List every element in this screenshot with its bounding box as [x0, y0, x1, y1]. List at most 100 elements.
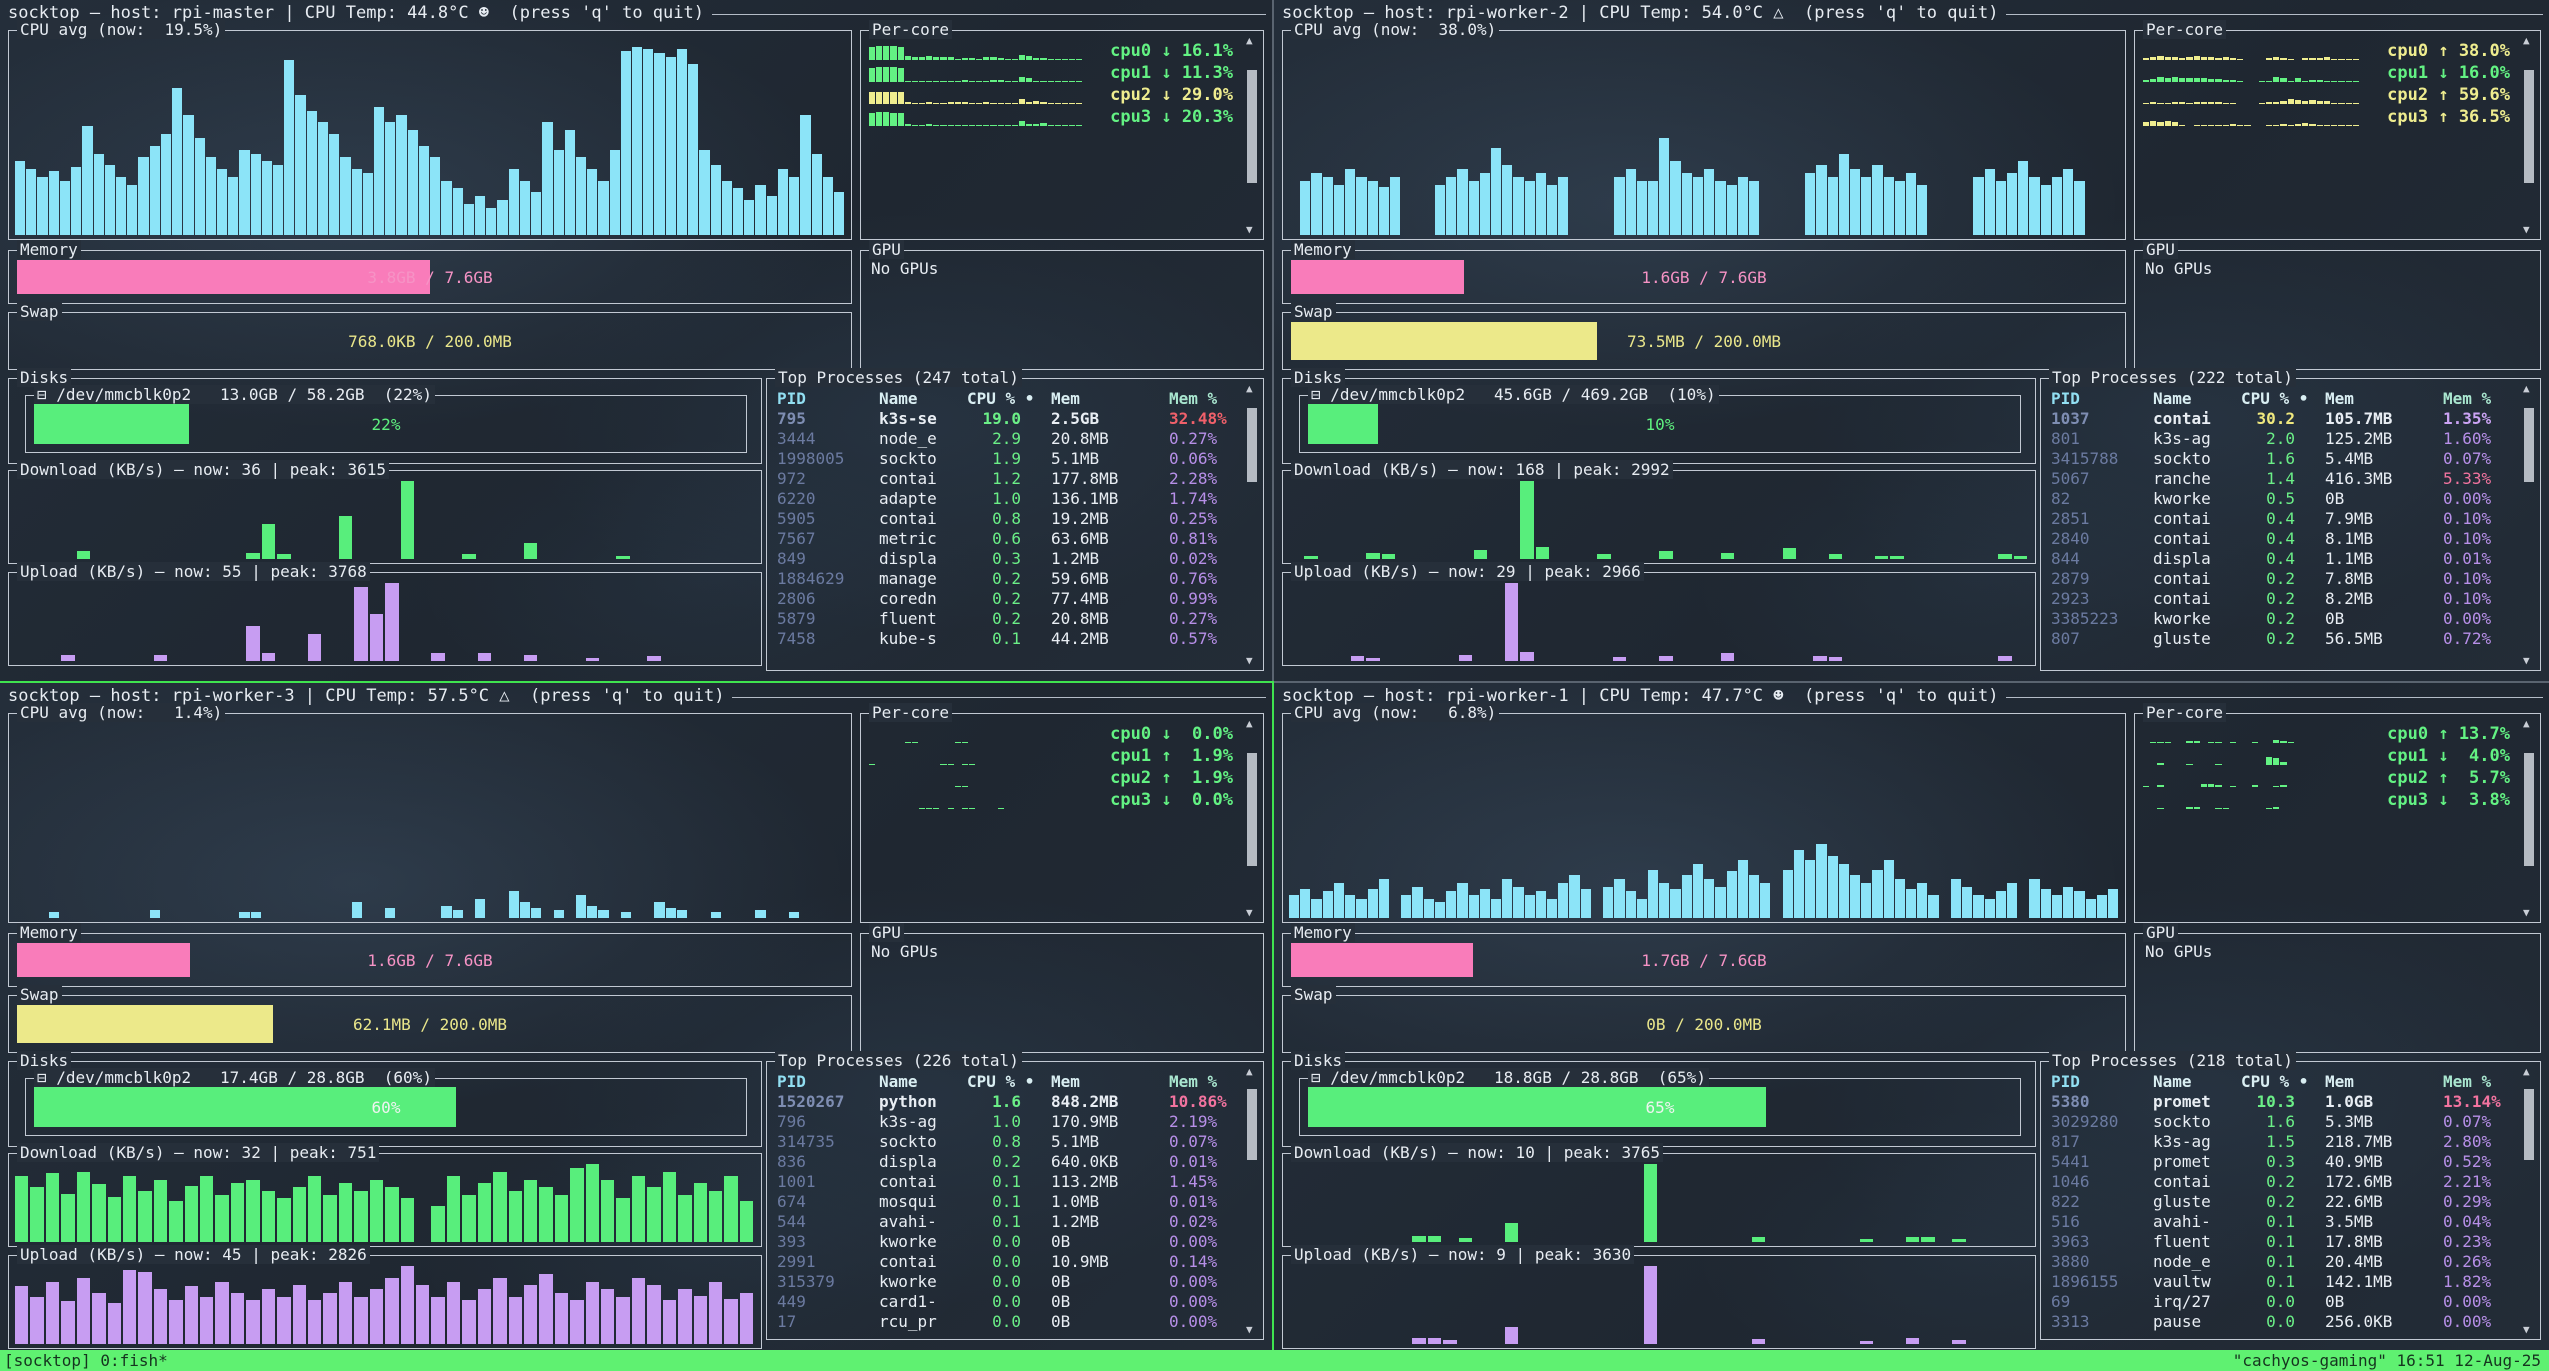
chart-bar — [295, 95, 306, 235]
chart-bar — [2007, 883, 2018, 918]
scroll-thumb[interactable] — [2524, 70, 2534, 184]
spark-bar — [940, 56, 947, 60]
cell-mem: 256.0KB — [2325, 1312, 2393, 1331]
core-label: cpu2 ↑ 1.9% — [1110, 768, 1233, 788]
chart-bar — [2063, 886, 2074, 918]
scroll-down-icon[interactable]: ▼ — [2523, 654, 2530, 667]
cell-mem: 0B — [1051, 1232, 1071, 1251]
scroll-up-icon[interactable]: ▲ — [1246, 34, 1253, 47]
process-scrollbar[interactable]: ▲ ▼ — [1244, 1065, 1260, 1336]
scroll-thumb[interactable] — [2524, 1089, 2534, 1160]
spark-bar — [2265, 80, 2273, 82]
chart-bar — [71, 167, 82, 235]
spark-bar — [1054, 80, 1061, 82]
spark-bar — [2323, 101, 2331, 104]
chart-bar — [1692, 176, 1704, 235]
spark-bar — [1076, 124, 1083, 126]
chart-bar — [1367, 888, 1378, 918]
spark-bar — [968, 80, 976, 82]
cell-memp: 0.52% — [2443, 1152, 2492, 1171]
chart-bar — [228, 176, 239, 235]
scroll-thumb[interactable] — [1247, 407, 1257, 482]
scroll-up-icon[interactable]: ▲ — [2523, 717, 2530, 730]
cell-memp: 0.00% — [1169, 1312, 1218, 1331]
process-row: 674 mosqui 0.1 1.0MB 0.01% — [777, 1192, 1235, 1212]
chart-bar — [169, 1201, 183, 1242]
cell-pid: 69 — [2051, 1292, 2071, 1311]
scroll-up-icon[interactable]: ▲ — [1246, 1065, 1253, 1078]
process-scrollbar[interactable]: ▲ ▼ — [2521, 1065, 2537, 1336]
scroll-down-icon[interactable]: ▼ — [2523, 1323, 2530, 1336]
cell-name: k3s-ag — [2153, 429, 2211, 448]
cell-name: sockto — [2153, 449, 2211, 468]
scroll-up-icon[interactable]: ▲ — [1246, 717, 1253, 730]
per-core-scrollbar[interactable]: ▲ ▼ — [2521, 34, 2537, 236]
cell-name: kube-s — [879, 629, 937, 648]
chart-bar — [308, 633, 322, 661]
chart-bar — [1793, 850, 1805, 918]
spark-bar — [2323, 57, 2331, 60]
chart-bar — [1681, 875, 1692, 918]
chart-bar — [323, 1292, 337, 1344]
memory-title: Memory — [17, 240, 81, 259]
spark-bar — [1040, 101, 1047, 104]
chart-bar — [1692, 863, 1704, 918]
chart-bar — [1643, 1266, 1658, 1344]
process-scrollbar[interactable]: ▲ ▼ — [1244, 382, 1260, 667]
cell-memp: 0.27% — [1169, 609, 1218, 628]
scroll-down-icon[interactable]: ▼ — [1246, 1323, 1253, 1336]
spark-bar — [933, 807, 940, 809]
spark-bar — [2222, 807, 2229, 809]
scroll-up-icon[interactable]: ▲ — [2523, 34, 2530, 47]
scroll-down-icon[interactable]: ▼ — [1246, 906, 1253, 919]
per-core-scrollbar[interactable]: ▲ ▼ — [1244, 34, 1260, 236]
per-core-box: Per-core cpu0 ↓ 16.1% cpu1 ↓ 11.3% cpu2 ↓ … — [860, 20, 1264, 240]
scroll-down-icon[interactable]: ▼ — [1246, 223, 1253, 236]
swap-gauge: 0B / 200.0MB — [1291, 1005, 2117, 1043]
spark-bar — [1018, 120, 1026, 126]
scroll-up-icon[interactable]: ▲ — [1246, 382, 1253, 395]
scroll-down-icon[interactable]: ▼ — [2523, 223, 2530, 236]
scroll-thumb[interactable] — [1247, 753, 1257, 867]
chart-bar — [184, 1185, 199, 1242]
download-title: Download (KB/s) — now: 10 | peak: 3765 — [1291, 1143, 1664, 1162]
process-scrollbar[interactable]: ▲ ▼ — [2521, 382, 2537, 667]
scroll-up-icon[interactable]: ▲ — [2523, 382, 2530, 395]
scroll-down-icon[interactable]: ▼ — [1246, 654, 1253, 667]
disks-title: Disks — [17, 368, 72, 387]
chart-bar — [1547, 898, 1558, 918]
core-sparkline — [2143, 748, 2360, 765]
col-cpu[interactable]: CPU % • — [2241, 1072, 2309, 1091]
chart-bar — [508, 169, 519, 235]
download-box: Download (KB/s) — now: 10 | peak: 3765 — [1282, 1143, 2036, 1247]
chart-bar — [1597, 554, 1611, 559]
swap-title: Swap — [17, 985, 62, 1004]
per-core-scrollbar[interactable]: ▲ ▼ — [2521, 717, 2537, 919]
spark-bar — [1076, 102, 1083, 104]
per-core-scrollbar[interactable]: ▲ ▼ — [1244, 717, 1260, 919]
spark-bar — [2265, 757, 2273, 765]
chart-bar — [477, 1182, 492, 1242]
spark-bar — [1061, 102, 1068, 104]
chart-bar — [643, 48, 654, 235]
chart-bar — [497, 200, 508, 235]
cell-name: promet — [2153, 1092, 2211, 1111]
chart-bar — [1366, 657, 1380, 661]
spark-bar — [1004, 58, 1011, 60]
scroll-thumb[interactable] — [2524, 753, 2534, 867]
cell-pid: 3963 — [2051, 1232, 2090, 1251]
scroll-thumb[interactable] — [1247, 70, 1257, 184]
col-cpu[interactable]: CPU % • — [967, 1072, 1035, 1091]
pane-header: socktop — host: rpi-worker-3 | CPU Temp:… — [8, 686, 1266, 706]
scroll-up-icon[interactable]: ▲ — [2523, 1065, 2530, 1078]
cell-cpu: 0.5 — [2266, 489, 2295, 508]
scroll-down-icon[interactable]: ▼ — [2523, 906, 2530, 919]
col-cpu[interactable]: CPU % • — [2241, 389, 2309, 408]
cell-memp: 1.74% — [1169, 489, 1218, 508]
scroll-thumb[interactable] — [2524, 407, 2534, 482]
spark-bar — [897, 113, 904, 126]
col-cpu[interactable]: CPU % • — [967, 389, 1035, 408]
process-row: 795 k3s-se 19.0 2.5GB 32.48% — [777, 409, 1235, 429]
tmux-session-window[interactable]: [socktop] 0:fish* — [4, 1351, 168, 1370]
scroll-thumb[interactable] — [1247, 1089, 1257, 1160]
